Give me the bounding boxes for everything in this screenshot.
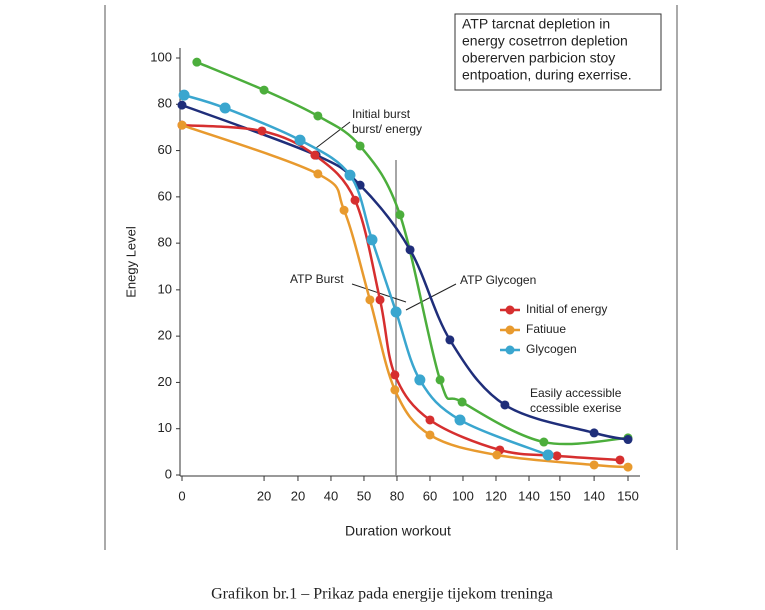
annotation: ATP Glycogen [460,273,536,287]
y-tick-label: 10 [158,281,172,296]
data-point [339,205,349,215]
data-point [219,102,231,114]
x-tick-label: 60 [423,488,437,503]
x-axis-label: Duration workout [345,523,451,539]
y-tick-label: 20 [158,374,172,389]
data-point [589,428,599,438]
data-point [589,460,599,470]
data-point [313,111,323,121]
data-point [178,89,190,101]
note-line: energy cosetrron depletion [462,33,628,49]
data-point [177,120,187,130]
legend-label: Fatiuue [526,322,566,336]
y-tick-label: 20 [158,328,172,343]
note-line: entpoation, during exerrise. [462,67,632,83]
data-point [310,150,320,160]
annotation: burst/ energy [352,122,422,136]
data-point [445,335,455,345]
data-point [350,195,360,205]
data-point [344,169,356,181]
y-axis-label: Enegy Level [123,226,138,298]
note-box [454,13,662,91]
legend-dot [505,325,515,335]
data-point [457,397,467,407]
data-point [435,375,445,385]
annotation: Easily accessible [530,386,622,400]
x-tick-label: 100 [452,488,474,503]
data-point [375,295,385,305]
data-point [425,415,435,425]
series-line [181,123,621,462]
data-point [366,234,378,246]
note-line: ATP tarcnat depletion in [462,16,610,32]
x-tick-label: 20 [257,488,271,503]
x-tick-label: 0 [178,488,185,503]
data-point [390,370,400,380]
x-tick-label: 120 [485,488,507,503]
x-tick-label: 80 [390,488,404,503]
caption: Grafikon br.1 – Prikaz pada energije tij… [211,586,553,603]
legend-label: Initial of energy [526,302,607,316]
y-tick-label: 60 [158,188,172,203]
data-point [365,295,375,305]
y-tick-label: 0 [165,466,172,481]
y-tick-label: 100 [150,49,172,64]
x-tick-label: 150 [617,488,639,503]
annotation: ccessible exerise [530,401,622,415]
x-tick-label: 140 [518,488,540,503]
data-point [405,245,415,255]
legend-dot [505,345,515,355]
arrow [315,121,351,149]
y-tick-label: 80 [158,235,172,250]
data-point [395,210,405,220]
annotation: ATP Burst [290,272,344,286]
data-point [177,100,187,110]
data-point [454,414,466,426]
data-point [192,57,202,67]
x-tick-label: 150 [549,488,571,503]
x-tick-label: 50 [357,488,371,503]
data-point [539,437,549,447]
y-tick-label: 10 [158,420,172,435]
data-point [615,455,625,465]
data-point [552,451,562,461]
data-point [355,141,365,151]
data-point [425,430,435,440]
data-point [257,126,267,136]
series-line [181,123,629,469]
data-point [414,374,426,386]
data-point [542,449,554,461]
annotation: Initial burst [352,107,411,121]
data-point [492,450,502,460]
y-tick-label: 60 [158,142,172,157]
x-tick-label: 140 [583,488,605,503]
data-point [259,85,269,95]
data-point [623,462,633,472]
data-point [500,400,510,410]
data-point [623,435,633,445]
data-point [390,385,400,395]
legend-label: Glycogen [526,342,577,356]
x-tick-label: 40 [324,488,338,503]
y-tick-label: 80 [158,96,172,111]
note-line: obererven parbicion stoy [462,50,615,66]
data-point [390,306,402,318]
x-tick-label: 20 [291,488,305,503]
legend-dot [505,305,515,315]
data-point [313,169,323,179]
data-point [294,134,306,146]
